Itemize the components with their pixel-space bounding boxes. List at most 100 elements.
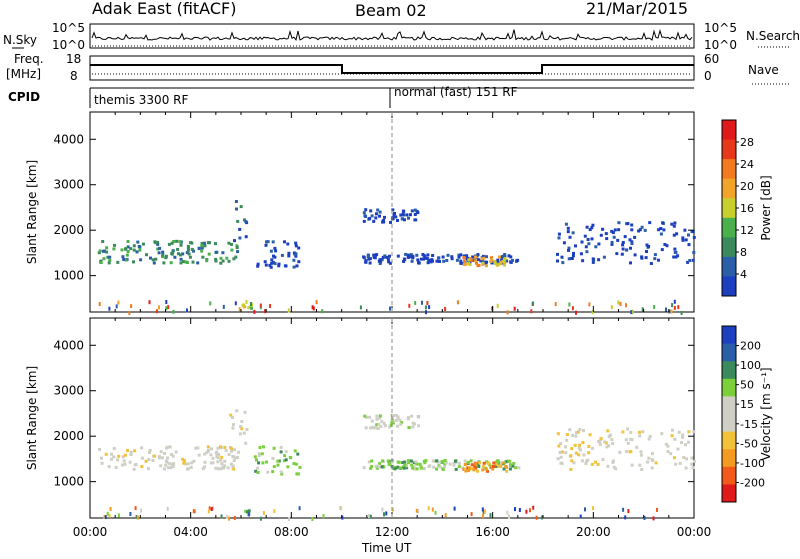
data-cell	[463, 463, 467, 466]
data-cell	[370, 214, 374, 218]
data-cell	[612, 465, 616, 469]
data-cell	[490, 256, 493, 260]
data-cell	[426, 261, 430, 265]
data-cell	[687, 440, 690, 444]
data-cell	[482, 461, 486, 465]
data-band	[462, 255, 507, 268]
data-cell	[455, 258, 459, 262]
data-cell	[635, 445, 639, 449]
nave-tick-bottom: 0	[704, 69, 712, 83]
data-cell	[159, 464, 163, 468]
data-cell	[253, 455, 257, 459]
scatter-cell	[172, 309, 175, 314]
data-cell	[161, 456, 164, 460]
data-cell	[178, 240, 182, 244]
data-cell	[405, 213, 409, 217]
data-cell	[648, 221, 652, 225]
data-cell	[108, 258, 112, 262]
data-cell	[629, 261, 632, 265]
data-band	[98, 445, 237, 471]
scatter-cell	[136, 515, 139, 520]
data-cell	[102, 257, 106, 261]
colorbar-swatch	[722, 139, 736, 160]
scatter-cell	[592, 506, 594, 511]
data-cell	[459, 253, 463, 257]
scatter-cell	[312, 306, 315, 311]
data-cell	[411, 255, 415, 259]
data-cell	[121, 455, 125, 459]
data-cell	[481, 254, 485, 258]
data-cell	[167, 242, 171, 246]
data-cell	[286, 465, 290, 469]
data-cell	[403, 258, 407, 262]
data-cell	[463, 260, 466, 264]
scatter-cell	[506, 510, 509, 515]
scatter-cell	[408, 303, 411, 308]
data-cell	[503, 257, 507, 261]
data-cell	[266, 470, 270, 474]
scatter-cell	[525, 509, 528, 514]
data-cell	[380, 420, 384, 424]
data-cell	[559, 442, 563, 446]
data-cell	[274, 249, 278, 253]
data-cell	[232, 423, 235, 427]
data-cell	[154, 257, 158, 261]
data-cell	[255, 458, 258, 462]
scatter-cell	[579, 514, 582, 519]
data-cell	[233, 239, 236, 243]
scatter-cell	[273, 509, 276, 514]
scatter-cell	[653, 305, 656, 309]
data-cell	[174, 450, 178, 454]
data-cell	[221, 259, 225, 263]
colorbar-label: Power [dB]	[759, 175, 773, 240]
data-cell	[107, 261, 111, 265]
data-cell	[221, 251, 225, 255]
scatter-cell	[610, 305, 613, 310]
colorbar-tick-label: 4	[740, 268, 747, 281]
data-cell	[603, 440, 607, 444]
scatter-cell	[165, 306, 168, 311]
scatter-cell	[208, 506, 211, 511]
data-cell	[232, 257, 236, 261]
data-cell	[457, 465, 461, 469]
data-cell	[410, 414, 414, 418]
data-cell	[583, 234, 587, 238]
data-cell	[216, 467, 220, 471]
data-cell	[661, 221, 665, 225]
data-cell	[628, 238, 632, 242]
scatter-cell	[104, 515, 107, 520]
data-cell	[396, 424, 400, 428]
data-cell	[196, 446, 200, 450]
data-cell	[185, 261, 189, 264]
data-cell	[161, 253, 165, 257]
data-cell	[598, 440, 602, 444]
data-cell	[375, 414, 379, 418]
data-cell	[401, 212, 405, 216]
data-cell	[164, 254, 168, 258]
scatter-cell	[619, 301, 622, 306]
data-cell	[99, 456, 103, 460]
data-cell	[153, 454, 157, 458]
data-cell	[415, 253, 419, 257]
data-cell	[383, 215, 386, 219]
data-cell	[182, 461, 186, 465]
data-cell	[503, 253, 507, 256]
data-cell	[201, 467, 205, 471]
data-cell	[560, 461, 564, 465]
colorbar-frame	[721, 325, 737, 503]
data-cell	[163, 452, 166, 455]
data-cell	[646, 460, 650, 464]
data-cell	[618, 450, 622, 454]
data-cell	[255, 466, 259, 470]
data-cell	[639, 450, 643, 454]
colorbar-tick-label: 200	[740, 340, 761, 353]
data-cell	[564, 445, 567, 449]
data-cell	[123, 462, 127, 466]
data-cell	[294, 252, 298, 256]
data-cell	[633, 253, 637, 257]
data-cell	[649, 262, 653, 265]
data-cell	[675, 232, 679, 236]
colorbar-swatch	[722, 198, 736, 219]
data-cell	[154, 241, 158, 245]
data-cell	[205, 451, 209, 454]
